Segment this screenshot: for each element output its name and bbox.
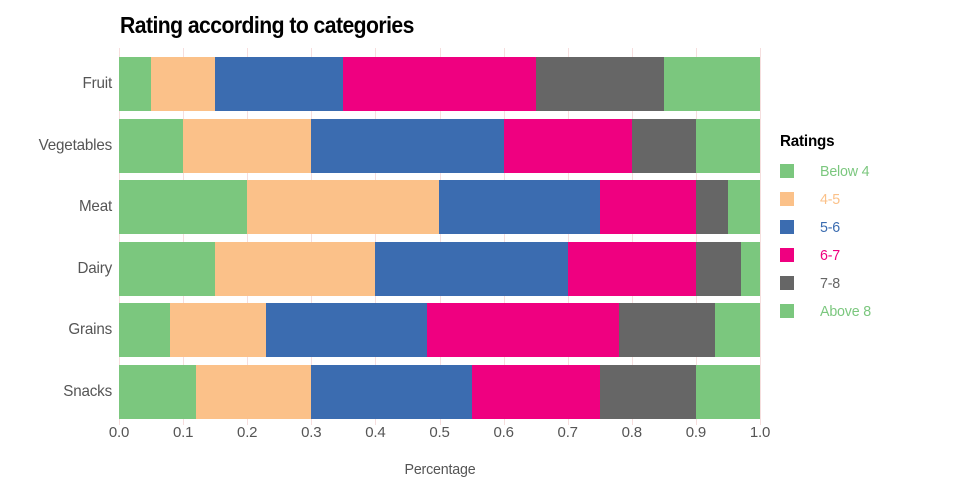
y-axis-label-dairy: Dairy (77, 259, 112, 277)
legend-swatch-icon (780, 192, 794, 206)
bar-segment-below-4 (119, 241, 216, 296)
y-axis-label-grains: Grains (68, 321, 112, 338)
bar-segment-5-6 (311, 118, 504, 173)
x-axis-title: Percentage (404, 461, 476, 478)
gridline (375, 48, 377, 425)
legend-item-6-7: 6-7 (780, 241, 955, 269)
gridline (439, 48, 441, 425)
legend-swatch-icon (780, 220, 794, 234)
bar-row-fruit (119, 57, 760, 111)
legend-item-7-8: 7-8 (780, 269, 955, 297)
x-tick-label: 0.6 (493, 424, 514, 441)
bar-segment-7-8 (535, 57, 664, 111)
legend-label: 6-7 (820, 246, 841, 264)
bar-segment-6-7 (599, 180, 696, 234)
bar-row-meat (119, 180, 760, 234)
bar-segment-4-5 (215, 241, 376, 296)
legend-swatch-icon (780, 304, 794, 318)
gridline (760, 48, 761, 425)
gridline (503, 48, 505, 425)
x-tick-label: 0.0 (108, 424, 130, 441)
bar-segment-5-6 (439, 180, 600, 234)
bar-segment-6-7 (567, 241, 696, 296)
bar-segment-6-7 (503, 118, 632, 173)
bar-segment-4-5 (151, 57, 216, 111)
bar-segment-below-4 (119, 303, 171, 357)
legend-label: 7-8 (820, 274, 841, 292)
x-tick-label: 0.1 (172, 424, 194, 441)
x-tick-label: 0.5 (429, 424, 450, 441)
bar-segment-below-4 (119, 118, 184, 173)
chart-title: Rating according to categories (120, 12, 414, 38)
x-tick-label: 0.3 (301, 424, 322, 441)
gridline (183, 48, 185, 425)
legend-item-4-5: 4-5 (780, 185, 955, 213)
bar-segment-6-7 (426, 303, 619, 357)
bar-segment-above-8 (695, 364, 760, 419)
bar-segment-5-6 (215, 57, 344, 111)
gridline (567, 48, 569, 425)
legend-swatch-icon (780, 164, 794, 178)
legend-label: Below 4 (820, 162, 870, 180)
x-tick-label: 0.8 (621, 424, 642, 441)
bar-segment-5-6 (311, 364, 472, 419)
legend: Ratings Below 4 4-5 5-6 6-7 7-8 Above 8 (780, 132, 955, 325)
bar-segment-4-5 (170, 303, 267, 357)
bar-segment-above-8 (740, 241, 760, 296)
legend-item-below-4: Below 4 (780, 157, 955, 185)
bar-segment-6-7 (343, 57, 536, 111)
bar-segment-above-8 (695, 118, 760, 173)
legend-swatch-icon (780, 276, 794, 290)
bar-segment-4-5 (195, 364, 312, 419)
bar-segment-below-4 (119, 180, 248, 234)
bar-segment-7-8 (695, 241, 741, 296)
gridline (631, 48, 633, 425)
bar-segment-above-8 (715, 303, 760, 357)
gridline (247, 48, 249, 425)
legend-title: Ratings (780, 133, 835, 150)
legend-label: 4-5 (820, 190, 841, 208)
y-axis-label-fruit: Fruit (82, 75, 113, 92)
bar-segment-above-8 (727, 180, 760, 234)
x-tick-label: 0.4 (365, 424, 386, 441)
bar-segment-4-5 (247, 180, 440, 234)
legend-items: Below 4 4-5 5-6 6-7 7-8 Above 8 (780, 157, 955, 325)
gridline (311, 48, 313, 425)
y-axis-label-meat: Meat (78, 198, 112, 215)
bar-segment-7-8 (599, 364, 696, 419)
bar-segment-below-4 (119, 364, 196, 419)
bar-segment-6-7 (471, 364, 600, 419)
x-tick-label: 1.0 (749, 424, 771, 441)
gridline (695, 48, 697, 425)
legend-label: Above 8 (820, 302, 871, 320)
legend-label: 5-6 (820, 218, 841, 236)
bar-segment-above-8 (663, 57, 760, 111)
bar-segment-below-4 (119, 57, 152, 111)
legend-swatch-icon (780, 248, 794, 262)
bar-segment-4-5 (183, 118, 312, 173)
bar-segment-7-8 (618, 303, 716, 357)
legend-item-above-8: Above 8 (780, 297, 955, 325)
bar-row-vegetables (119, 118, 760, 173)
bar-segment-7-8 (631, 118, 696, 173)
y-axis-label-snacks: Snacks (63, 382, 112, 400)
bar-segment-5-6 (266, 303, 427, 357)
bar-segment-7-8 (695, 180, 728, 234)
gridline (119, 48, 120, 425)
bar-segment-5-6 (375, 241, 568, 296)
x-tick-label: 0.9 (685, 424, 707, 441)
legend-item-5-6: 5-6 (780, 213, 955, 241)
x-tick-label: 0.7 (557, 424, 578, 441)
bar-row-dairy (119, 241, 760, 296)
bar-row-grains (119, 303, 760, 357)
y-axis-label-vegetables: Vegetables (38, 136, 113, 154)
plot-area (119, 48, 761, 425)
x-tick-label: 0.2 (237, 424, 258, 441)
bar-row-snacks (119, 364, 760, 419)
